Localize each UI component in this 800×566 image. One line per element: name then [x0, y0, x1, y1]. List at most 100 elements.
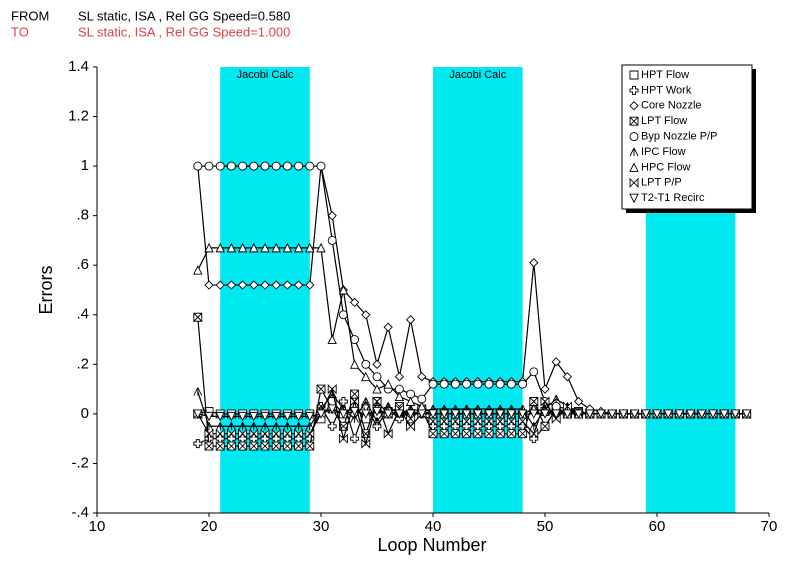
marker	[473, 429, 483, 439]
marker	[327, 404, 337, 414]
marker	[417, 409, 427, 419]
marker	[316, 161, 326, 171]
y-tick-label: 1.4	[68, 58, 89, 75]
marker	[260, 422, 270, 431]
marker	[484, 416, 494, 427]
marker	[428, 416, 438, 427]
marker	[506, 416, 516, 427]
marker	[383, 379, 393, 389]
marker	[629, 85, 639, 95]
marker	[282, 422, 292, 431]
y-tick-label: .2	[76, 355, 89, 372]
marker	[372, 406, 382, 417]
calc-band	[433, 67, 523, 513]
marker	[215, 422, 225, 431]
marker	[237, 242, 248, 253]
marker	[350, 434, 360, 444]
marker	[517, 409, 528, 419]
marker	[282, 428, 292, 439]
marker	[641, 409, 651, 419]
marker	[237, 411, 248, 422]
marker	[462, 416, 472, 427]
marker	[394, 409, 405, 419]
legend-label: T2-T1 Recirc	[641, 192, 705, 204]
marker	[428, 379, 438, 389]
marker	[629, 177, 639, 188]
marker	[383, 428, 393, 439]
marker	[719, 409, 729, 419]
marker	[529, 409, 539, 419]
marker	[271, 280, 281, 290]
marker	[226, 422, 236, 431]
x-tick-label: 20	[201, 518, 218, 535]
x-tick-label: 40	[425, 518, 442, 535]
marker	[249, 280, 259, 290]
marker	[338, 433, 348, 444]
marker	[450, 409, 461, 419]
marker	[495, 379, 505, 389]
marker	[439, 409, 449, 419]
legend-label: Byp Nozzle P/P	[641, 131, 717, 143]
marker	[215, 411, 225, 422]
y-axis-label: Errors	[36, 266, 56, 315]
marker	[518, 416, 528, 427]
marker	[282, 161, 292, 171]
marker	[349, 297, 360, 308]
marker	[439, 429, 449, 439]
marker	[226, 280, 237, 290]
marker	[305, 441, 315, 451]
marker	[708, 409, 718, 419]
marker	[674, 409, 685, 419]
legend-label: Core Nozzle	[641, 100, 702, 112]
marker	[271, 428, 281, 439]
series	[193, 404, 752, 422]
legend-label: IPC Flow	[641, 146, 686, 158]
header-text: SL static, ISA , Rel GG Speed=1.000	[78, 24, 290, 39]
marker	[249, 242, 259, 253]
marker	[439, 379, 449, 389]
marker	[529, 367, 539, 377]
y-tick-label: .4	[76, 306, 89, 323]
marker	[428, 429, 438, 439]
marker	[495, 429, 505, 439]
marker	[361, 310, 371, 320]
y-tick-label: .8	[76, 207, 89, 224]
marker	[573, 409, 584, 419]
marker	[215, 441, 225, 451]
marker	[484, 379, 494, 389]
marker	[629, 116, 639, 126]
marker	[238, 161, 248, 171]
marker	[629, 132, 639, 142]
header-label: FROM	[11, 8, 49, 23]
marker	[495, 416, 505, 427]
marker	[282, 411, 293, 422]
marker	[663, 409, 673, 419]
marker	[238, 422, 248, 431]
band-label: Jacobi Calc	[237, 69, 294, 81]
legend-label: LPT Flow	[641, 115, 687, 127]
marker	[260, 280, 270, 290]
marker	[204, 161, 214, 171]
marker	[428, 409, 438, 419]
marker	[462, 429, 472, 439]
marker	[349, 406, 360, 417]
marker	[697, 409, 707, 419]
marker	[204, 411, 214, 422]
header-text: SL static, ISA , Rel GG Speed=0.580	[78, 8, 290, 23]
marker	[260, 428, 270, 439]
marker	[562, 401, 572, 412]
marker	[294, 428, 304, 439]
marker	[361, 409, 371, 419]
marker	[372, 359, 382, 369]
marker	[249, 161, 259, 171]
marker	[237, 280, 248, 290]
legend-label: HPT Flow	[641, 69, 689, 81]
marker	[506, 429, 516, 439]
marker	[551, 357, 561, 367]
axes: -.4 -.2 0 .2 .4 .6 .8 1 1.2 1.4 10 20 30 40 50 60 70	[68, 58, 777, 535]
marker	[361, 438, 371, 449]
marker	[249, 428, 259, 439]
y-tick-label: 1.2	[68, 108, 89, 125]
marker	[193, 387, 203, 396]
